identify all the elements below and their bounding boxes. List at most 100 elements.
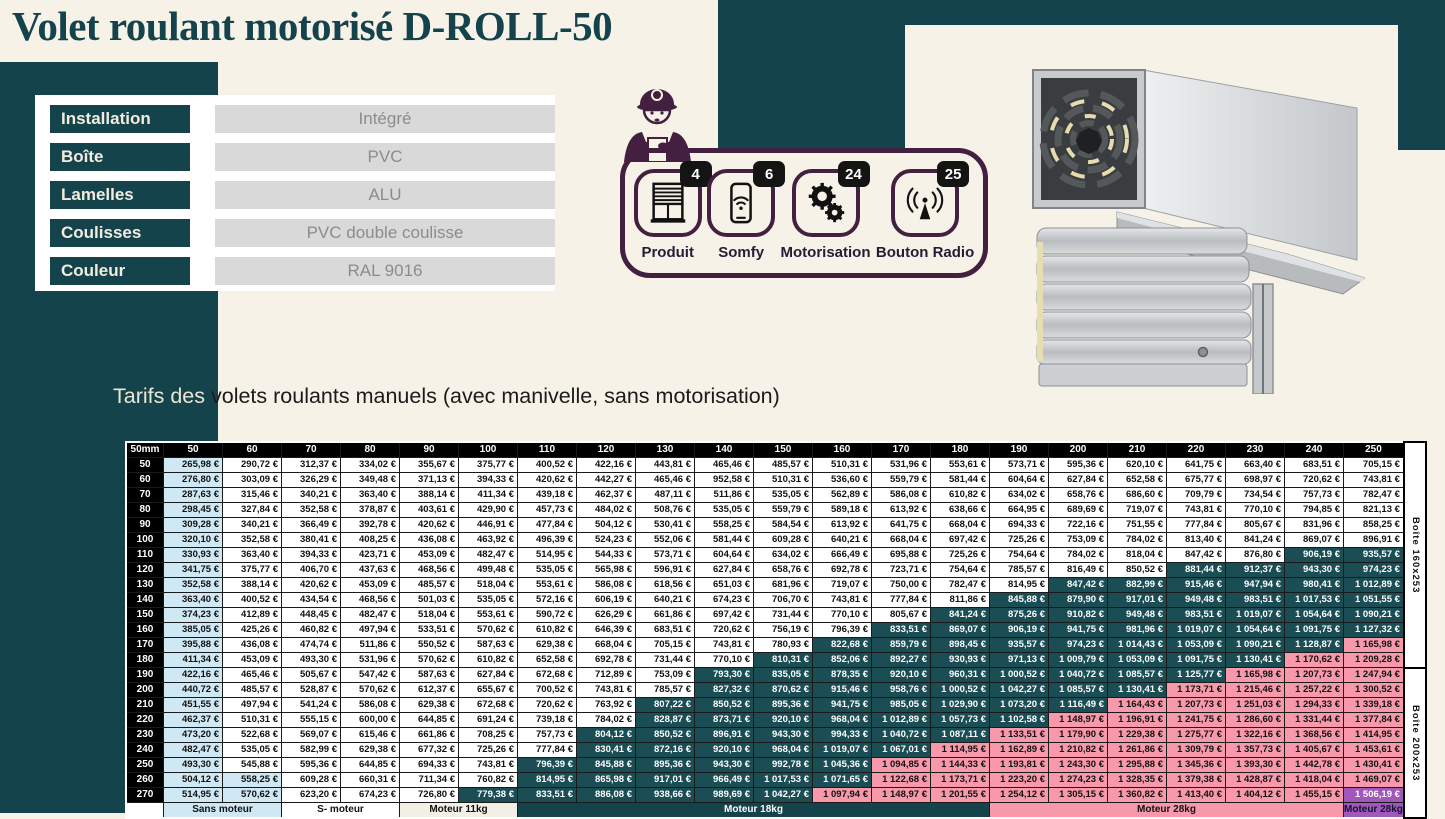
column-header: 190	[989, 441, 1049, 458]
price-cell: 533,51 €	[399, 622, 459, 638]
subtitle-highlight: Tarifs des	[113, 384, 206, 408]
price-cell: 298,45 €	[163, 502, 223, 518]
price-cell: 1 128,87 €	[1284, 637, 1344, 653]
price-cell: 1 193,81 €	[989, 757, 1049, 773]
price-cell: 850,52 €	[635, 727, 695, 743]
price-cell: 935,57 €	[989, 637, 1049, 653]
price-cell: 352,58 €	[163, 577, 223, 593]
price-cell: 1 085,57 €	[1107, 667, 1167, 683]
column-header: 100	[458, 441, 518, 458]
price-cell: 485,57 €	[222, 682, 282, 698]
price-cell: 691,24 €	[458, 712, 518, 728]
price-cell: 388,14 €	[399, 487, 459, 503]
price-cell: 675,77 €	[1166, 472, 1226, 488]
price-cell: 830,41 €	[576, 742, 636, 758]
price-cell: 1 019,07 €	[1166, 622, 1226, 638]
motor-group-label: Sans moteur	[163, 802, 282, 819]
price-cell: 1 173,71 €	[930, 772, 990, 788]
price-cell: 465,46 €	[222, 667, 282, 683]
price-cell: 1 322,16 €	[1225, 727, 1285, 743]
spec-value: PVC	[215, 143, 555, 171]
feature-badges-panel: 4 Produit 6 Somfy	[620, 148, 988, 278]
price-cell: 287,63 €	[163, 487, 223, 503]
price-cell: 850,52 €	[694, 697, 754, 713]
price-cell: 326,29 €	[281, 472, 341, 488]
price-cell: 363,40 €	[163, 592, 223, 608]
price-cell: 1 053,09 €	[1107, 652, 1167, 668]
badge-somfy: 6 Somfy	[707, 161, 786, 261]
price-cell: 327,84 €	[222, 502, 282, 518]
price-cell: 719,07 €	[812, 577, 872, 593]
price-cell: 553,61 €	[458, 607, 518, 623]
price-cell: 366,49 €	[281, 517, 341, 533]
price-cell: 482,47 €	[458, 547, 518, 563]
price-cell: 570,62 €	[458, 622, 518, 638]
price-row: 140 363,40 €400,52 €434,54 €468,56 €501,0…	[125, 592, 1426, 608]
price-cell: 777,84 €	[517, 742, 577, 758]
price-cell: 334,02 €	[340, 457, 400, 473]
price-cell: 1 209,28 €	[1342, 652, 1405, 668]
price-cell: 952,58 €	[694, 472, 754, 488]
price-cell: 910,82 €	[1048, 607, 1108, 623]
price-cell: 510,31 €	[812, 457, 872, 473]
price-cell: 695,88 €	[871, 547, 931, 563]
price-cell: 504,12 €	[163, 772, 223, 788]
price-cell: 652,58 €	[1107, 472, 1167, 488]
price-cell: 437,63 €	[340, 562, 400, 578]
price-cell: 971,13 €	[989, 652, 1049, 668]
price-cell: 436,08 €	[222, 637, 282, 653]
price-cell: 463,92 €	[458, 532, 518, 548]
price-cell: 1 125,77 €	[1166, 667, 1226, 683]
price-cell: 882,99 €	[1107, 577, 1167, 593]
price-cell: 1 210,82 €	[1048, 742, 1108, 758]
price-cell: 700,52 €	[517, 682, 577, 698]
page-title: Volet roulant motorisé D-ROLL-50	[12, 3, 613, 49]
price-cell: 822,68 €	[812, 637, 872, 653]
price-cell: 600,00 €	[340, 712, 400, 728]
price-cell: 1 413,40 €	[1166, 787, 1226, 803]
price-cell: 779,38 €	[458, 787, 518, 803]
price-cell: 660,31 €	[340, 772, 400, 788]
price-row: 210 451,55 €497,94 €541,24 €586,08 €629,3…	[125, 697, 1426, 713]
price-cell: 705,15 €	[1342, 457, 1405, 473]
price-cell: 941,75 €	[1048, 622, 1108, 638]
row-header: 220	[125, 712, 164, 728]
price-cell: 810,31 €	[753, 652, 813, 668]
price-cell: 550,52 €	[399, 637, 459, 653]
price-cell: 750,00 €	[871, 577, 931, 593]
price-cell: 1 165,98 €	[1225, 667, 1285, 683]
price-cell: 770,10 €	[694, 652, 754, 668]
price-cell: 374,23 €	[163, 607, 223, 623]
price-cell: 974,23 €	[1048, 637, 1108, 653]
price-cell: 403,61 €	[399, 502, 459, 518]
price-cell: 983,51 €	[1166, 607, 1226, 623]
price-cell: 559,79 €	[753, 502, 813, 518]
price-cell: 644,85 €	[340, 757, 400, 773]
price-cell: 340,21 €	[222, 517, 282, 533]
column-header: 240	[1284, 441, 1344, 458]
price-cell: 677,32 €	[399, 742, 459, 758]
price-cell: 1 148,97 €	[1048, 712, 1108, 728]
price-cell: 349,48 €	[340, 472, 400, 488]
price-cell: 895,36 €	[753, 697, 813, 713]
price-cell: 869,07 €	[930, 622, 990, 638]
price-cell: 1 144,33 €	[930, 757, 990, 773]
price-cell: 813,40 €	[1166, 532, 1226, 548]
price-cell: 852,06 €	[812, 652, 872, 668]
price-cell: 400,52 €	[222, 592, 282, 608]
price-cell: 859,79 €	[871, 637, 931, 653]
price-cell: 1 215,46 €	[1225, 682, 1285, 698]
price-cell: 683,51 €	[635, 622, 695, 638]
price-cell: 906,19 €	[989, 622, 1049, 638]
price-cell: 898,45 €	[930, 637, 990, 653]
pricing-subtitle: Tarifs des volets roulants manuels (avec…	[113, 384, 780, 409]
price-row: 170 395,88 €436,08 €474,74 €511,86 €550,5…	[125, 637, 1426, 653]
price-cell: 1 094,85 €	[871, 757, 931, 773]
price-cell: 1 014,43 €	[1107, 637, 1167, 653]
price-cell: 1 054,64 €	[1225, 622, 1285, 638]
price-cell: 508,76 €	[635, 502, 695, 518]
price-cell: 835,05 €	[753, 667, 813, 683]
price-cell: 896,91 €	[1342, 532, 1405, 548]
price-cell: 876,80 €	[1225, 547, 1285, 563]
price-row: 270 514,95 €570,62 €623,20 €674,23 €726,8…	[125, 787, 1426, 803]
